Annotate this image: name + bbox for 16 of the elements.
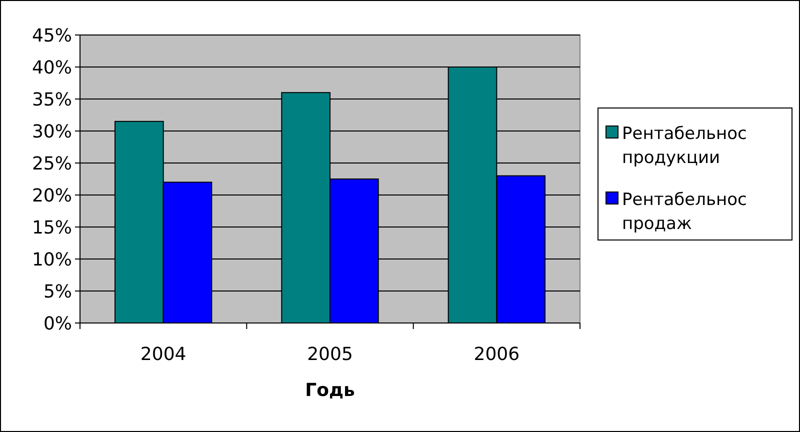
y-tick-label: 40% — [32, 57, 72, 78]
legend-label: Рентабельнос продаж — [622, 190, 747, 234]
y-tick-label: 20% — [32, 185, 72, 206]
legend-label: Рентабельнос продукции — [622, 124, 747, 168]
x-tick-label: 2006 — [474, 344, 520, 365]
y-tick-label: 35% — [32, 89, 72, 110]
x-axis-title: Годь — [305, 380, 355, 401]
y-tick-label: 45% — [32, 25, 72, 46]
x-tick-label: 2004 — [140, 344, 186, 365]
y-tick-label: 15% — [32, 217, 72, 238]
y-tick-label: 30% — [32, 121, 72, 142]
y-tick-label: 10% — [32, 249, 72, 270]
x-tick-label: 2005 — [307, 344, 353, 365]
y-tick-label: 5% — [43, 281, 72, 302]
y-tick-label: 0% — [43, 313, 72, 334]
y-tick-label: 25% — [32, 153, 72, 174]
